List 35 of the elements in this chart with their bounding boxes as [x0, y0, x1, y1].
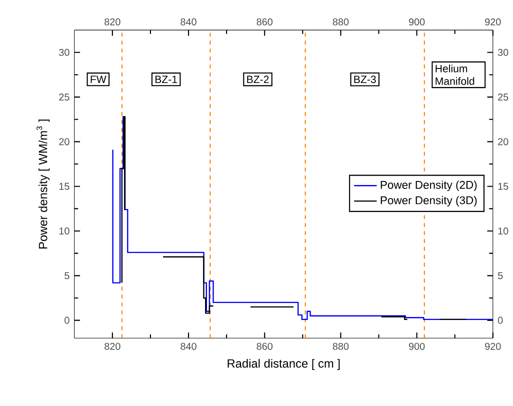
annotation: FW: [90, 76, 106, 84]
y-tick-label: 20: [59, 138, 70, 146]
y2-tick-label: 0: [498, 316, 503, 324]
x-tick-label: 820: [104, 18, 120, 26]
legend-label: Power Density (2D): [380, 180, 477, 192]
x2-tick-label: 820: [104, 343, 120, 350]
y2-tick-label: 15: [498, 183, 508, 190]
x2-tick-label: 840: [180, 343, 196, 350]
x-tick-label: 860: [256, 18, 272, 26]
x-tick-label: 880: [332, 18, 349, 26]
y2-tick-label: 10: [498, 228, 508, 235]
y-axis-title: Power density [ WM/m$^{3}$ ]: [36, 120, 50, 249]
y2-tick-label: 30: [498, 49, 508, 56]
y2-tick-label: 20: [498, 138, 508, 146]
y-tick-label: 10: [59, 228, 70, 235]
legend-label: Power Density (3D): [380, 196, 477, 207]
annotation: BZ-1: [155, 76, 178, 84]
annotation: BZ-3: [354, 76, 376, 84]
y-tick-label: 15: [59, 183, 70, 190]
x-tick-label: 900: [408, 18, 425, 26]
x-tick-label: 840: [180, 18, 196, 26]
annotation: BZ-2: [247, 76, 269, 84]
x-tick-label: 920: [485, 18, 501, 26]
annotation: Helium Manifold: [436, 64, 474, 86]
y-tick-label: 5: [64, 272, 70, 280]
y2-tick-label: 5: [498, 272, 503, 280]
y-tick-label: 30: [59, 49, 70, 56]
x2-tick-label: 880: [332, 343, 349, 350]
y-tick-label: 25: [59, 94, 70, 101]
x2-tick-label: 920: [485, 343, 501, 350]
y-tick-label: 0: [64, 316, 70, 324]
x-axis-title: Radial distance [ cm ]: [228, 359, 340, 370]
y2-tick-label: 25: [498, 94, 508, 101]
x2-tick-label: 900: [408, 343, 425, 350]
x2-tick-label: 860: [256, 343, 272, 350]
